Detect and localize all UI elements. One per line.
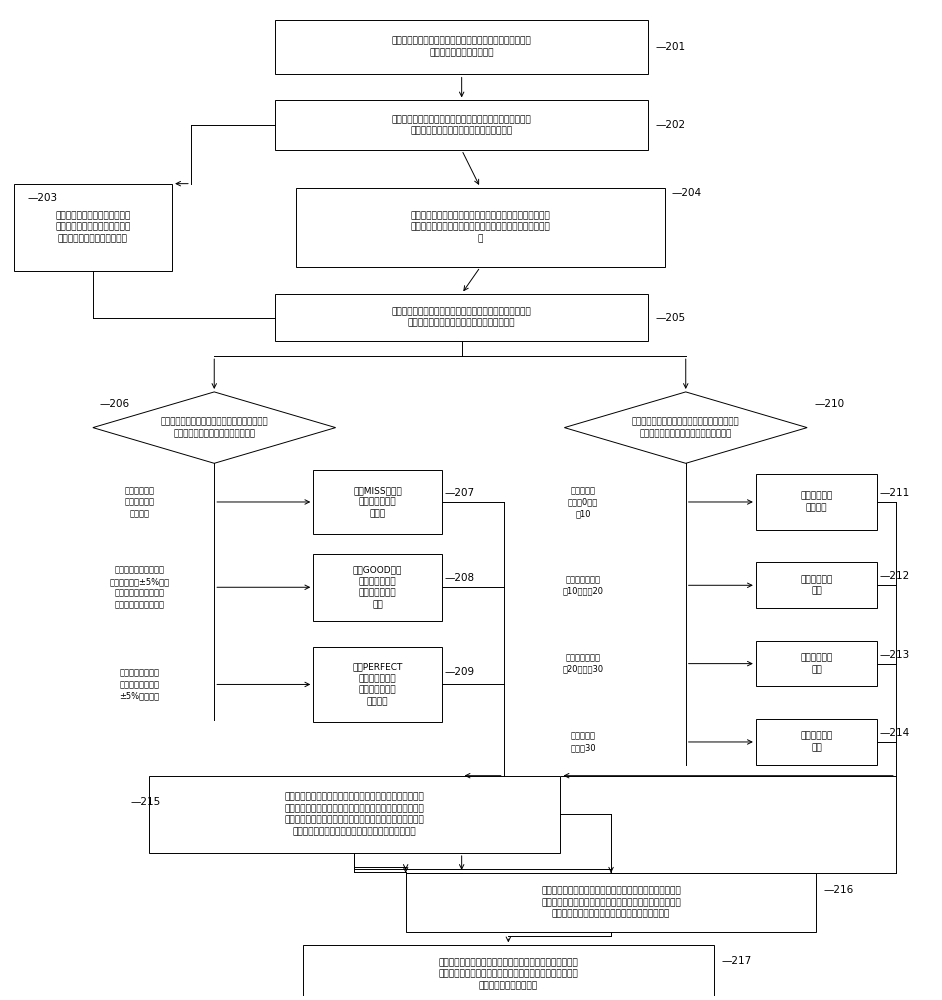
Text: 進行PERFECT
字樣顯示，並進
行預置第二分值
加分處理: 進行PERFECT 字樣顯示，並進 行預置第二分值 加分處理 bbox=[352, 663, 403, 706]
Text: 進行GOOD字樣
顯示，並進行預
置第一分值加分
處理: 進行GOOD字樣 顯示，並進行預 置第一分值加分 處理 bbox=[353, 566, 402, 609]
FancyBboxPatch shape bbox=[755, 719, 877, 765]
Text: —205: —205 bbox=[656, 313, 686, 323]
Text: 獲取到超過預置時間未檢測到主
播播放的音樂的指令，則在游戲
區域進行自動結束游戲的提示: 獲取到超過預置時間未檢測到主 播播放的音樂的指令，則在游戲 區域進行自動結束游戲… bbox=[56, 211, 131, 243]
Text: —214: —214 bbox=[880, 728, 910, 738]
Text: 根據互動游戲邀請在原直播界面中通過動態加載方式拉起游
戲區域，使得直播區域和游戲區域同時顯示: 根據互動游戲邀請在原直播界面中通過動態加載方式拉起游 戲區域，使得直播區域和游戲… bbox=[392, 115, 531, 135]
FancyBboxPatch shape bbox=[755, 474, 877, 530]
Text: 在節奏游戲區域對在預置指定互動節奏點擊區域
是否連續點擊音符互動標識成功進行判斷: 在節奏游戲區域對在預置指定互動節奏點擊區域 是否連續點擊音符互動標識成功進行判斷 bbox=[632, 417, 739, 438]
FancyBboxPatch shape bbox=[275, 294, 648, 341]
Text: 接受主播在直播過程中發起的互動游戲邀請，或在直播過程
中向主播發起互動游戲邀請: 接受主播在直播過程中發起的互動游戲邀請，或在直播過程 中向主播發起互動游戲邀請 bbox=[392, 37, 531, 57]
FancyBboxPatch shape bbox=[303, 945, 714, 1000]
Text: 進行普通點擊
特效顯示: 進行普通點擊 特效顯示 bbox=[801, 492, 833, 512]
Text: 在預置指定互動節
奏點擊區域的中心
±5%區域以內: 在預置指定互動節 奏點擊區域的中心 ±5%區域以內 bbox=[120, 668, 159, 700]
Text: 將服務器返回的匯總統計的結果、當前顯示的直播區域及與
直播地址對應的二維碼進行合成處理為圖片，使得圖片進行
本地存儲或通過網絡分享: 將服務器返回的匯總統計的結果、當前顯示的直播區域及與 直播地址對應的二維碼進行合… bbox=[438, 958, 578, 990]
Text: 在節奏游戲區域對在預置指定互動節奏點擊區域
是否點擊音符互動標識成功進行判斷: 在節奏游戲區域對在預置指定互動節奏點擊區域 是否點擊音符互動標識成功進行判斷 bbox=[160, 417, 268, 438]
FancyBboxPatch shape bbox=[755, 641, 877, 686]
FancyBboxPatch shape bbox=[296, 188, 665, 267]
Text: —207: —207 bbox=[445, 488, 475, 498]
FancyBboxPatch shape bbox=[13, 184, 172, 271]
Text: —204: —204 bbox=[672, 188, 702, 198]
Text: —202: —202 bbox=[656, 120, 686, 130]
Text: —215: —215 bbox=[130, 797, 160, 807]
Text: 根據匹配的節奏形對應的第一節奏互動速率在游戲區域動態
顯示與第一節奏互動速率對應的節奏互動標識: 根據匹配的節奏形對應的第一節奏互動速率在游戲區域動態 顯示與第一節奏互動速率對應… bbox=[392, 307, 531, 328]
Text: 未在預置指定
互動節奏點擊
區域點擊: 未在預置指定 互動節奏點擊 區域點擊 bbox=[124, 486, 154, 518]
Text: —208: —208 bbox=[445, 573, 475, 583]
Text: 進行三級特效
顯示: 進行三級特效 顯示 bbox=[801, 732, 833, 752]
FancyBboxPatch shape bbox=[313, 647, 442, 722]
FancyBboxPatch shape bbox=[406, 873, 817, 932]
Text: —209: —209 bbox=[445, 667, 475, 677]
Text: —210: —210 bbox=[815, 399, 845, 409]
Text: 連續點擊次數大
于10不大于20: 連續點擊次數大 于10不大于20 bbox=[562, 575, 604, 596]
Text: 連續點擊次數大
于20不大于30: 連續點擊次數大 于20不大于30 bbox=[562, 653, 604, 674]
Polygon shape bbox=[564, 392, 807, 463]
Text: 進行二級特效
顯示: 進行二級特效 顯示 bbox=[801, 653, 833, 674]
FancyBboxPatch shape bbox=[275, 100, 648, 150]
Text: 當完成互動游戲后，將互動游戲的互動操作對應的游戲分數
上傳至服務器進行直播間在玩用戶的游戲總分數的統計，使
得當游戲總分數達到預置全場特效分數時，直播間的主播端: 當完成互動游戲后，將互動游戲的互動操作對應的游戲分數 上傳至服務器進行直播間在玩… bbox=[284, 793, 424, 836]
Text: 通過音頻識別技術對游戲音樂的節奏進行實時識別，在游戲
區域將實時識別的節奏與預置節奏庫進行隨機匹配得到節奏
形: 通過音頻識別技術對游戲音樂的節奏進行實時識別，在游戲 區域將實時識別的節奏與預置… bbox=[411, 211, 550, 243]
Text: 連續點擊次
數大于30: 連續點擊次 數大于30 bbox=[570, 732, 596, 752]
Text: —211: —211 bbox=[880, 488, 910, 498]
Text: 當完成互動游戲后，將互動游戲的互動操作對應的互動數據
上傳至服務器進行游戲分數、互動數據的互動結果及已完成
互動游戲的所有用戶端的游戲分數排名的匯總統計: 當完成互動游戲后，將互動游戲的互動操作對應的互動數據 上傳至服務器進行游戲分數、… bbox=[541, 887, 681, 919]
Text: 在預置指定互動節奏點
擊區域的中心±5%區域
以外，且處于預置指定
互動節奏點擊區域點擊: 在預置指定互動節奏點 擊區域的中心±5%區域 以外，且處于預置指定 互動節奏點擊… bbox=[109, 566, 170, 609]
Text: 進行一級特效
顯示: 進行一級特效 顯示 bbox=[801, 575, 833, 596]
Text: —206: —206 bbox=[100, 399, 130, 409]
Text: —216: —216 bbox=[824, 885, 854, 895]
FancyBboxPatch shape bbox=[313, 554, 442, 621]
Text: —203: —203 bbox=[27, 193, 57, 203]
FancyBboxPatch shape bbox=[149, 776, 560, 853]
Text: 進行MISS字樣顯
示，並進行不計
分處理: 進行MISS字樣顯 示，並進行不計 分處理 bbox=[353, 486, 402, 518]
Text: —201: —201 bbox=[656, 42, 686, 52]
Polygon shape bbox=[93, 392, 335, 463]
FancyBboxPatch shape bbox=[313, 470, 442, 534]
Text: —217: —217 bbox=[722, 956, 752, 966]
Text: 連續點擊次
數大于0不大
于10: 連續點擊次 數大于0不大 于10 bbox=[568, 486, 598, 518]
FancyBboxPatch shape bbox=[275, 20, 648, 74]
FancyBboxPatch shape bbox=[755, 562, 877, 608]
Text: —213: —213 bbox=[880, 650, 910, 660]
Text: —212: —212 bbox=[880, 571, 910, 581]
